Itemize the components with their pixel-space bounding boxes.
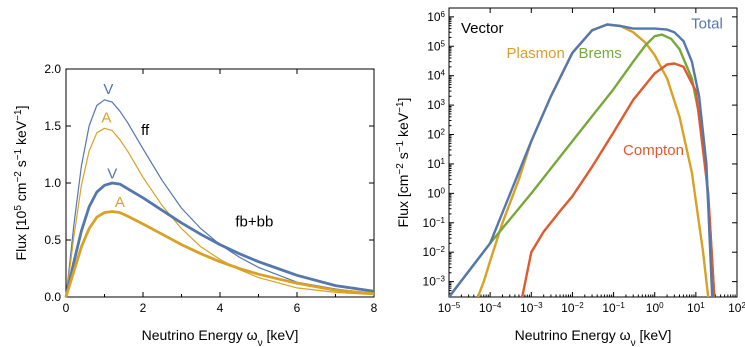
series-label-total: Total: [691, 16, 723, 33]
series-label: A: [101, 110, 111, 127]
series-line-plasmon: [476, 23, 710, 297]
y-tick-label: 100: [427, 186, 445, 201]
y-axis-title: Flux [105 cm−2 s−1 keV−1]: [13, 106, 30, 261]
y-tick-label: 10−3: [423, 274, 446, 289]
y-tick-label: 2.0: [44, 62, 61, 76]
series-label-compton: Compton: [623, 142, 684, 159]
annotation-fb-bb: fb+bb: [235, 213, 273, 230]
series-group: [449, 23, 716, 297]
x-tick-label: 6: [294, 301, 301, 315]
y-tick-label: 0.0: [44, 290, 61, 304]
right-plot-frame: [448, 7, 738, 298]
series-label-brems: Brems: [578, 45, 621, 62]
x-tick-label: 2: [140, 301, 147, 315]
x-tick-label: 10−2: [561, 301, 584, 316]
y-tick-label: 105: [427, 39, 445, 54]
series-line-a-ff: [65, 127, 375, 298]
x-tick-label: 10−5: [438, 301, 461, 316]
x-tick-label: 10−3: [520, 301, 543, 316]
y-tick-label: 0.5: [44, 233, 61, 247]
series-label: V: [103, 81, 113, 98]
chart-title-vector: Vector: [461, 20, 504, 37]
series-line-compton: [521, 62, 716, 297]
y-tick-label: 1.5: [44, 119, 61, 133]
y-tick-label: 10−1: [423, 215, 446, 230]
series-label: V: [107, 165, 117, 182]
y-tick-label: 103: [427, 98, 445, 113]
y-tick-label: 106: [427, 9, 445, 24]
series-line-brems: [449, 33, 716, 297]
y-tick-label: 104: [427, 68, 445, 83]
right-chart-panel: 10−5 10−4 10−3 10−2 10−1 100 101 102 10−3 10−2 10−…: [395, 7, 745, 347]
y-tick-label: 10−2: [423, 245, 446, 260]
left-chart-panel: 0 2 4 6 80.00.51.01.52.0VAVAfffb+bbNeutrino …: [13, 62, 378, 347]
series-label: A: [115, 194, 125, 211]
x-tick-label: 10−1: [602, 301, 625, 316]
annotation-ff: ff: [141, 122, 150, 139]
x-tick-label: 4: [217, 301, 224, 315]
y-tick-label: 1.0: [44, 176, 61, 190]
x-tick-label: 101: [687, 301, 705, 316]
x-tick-label: 10−4: [479, 301, 502, 316]
y-axis-title: Flux [cm−2 s−1 keV−1]: [395, 98, 412, 228]
x-axis-title: Neutrino Energy ων [keV]: [515, 327, 672, 347]
x-tick-label: 8: [371, 301, 378, 315]
x-tick-label: 102: [728, 301, 745, 316]
series-line-v-ff: [65, 99, 375, 298]
x-axis-title: Neutrino Energy ων [keV]: [142, 327, 299, 347]
series-label-plasmon: Plasmon: [507, 45, 565, 62]
series-line-a-fb-bb: [64, 210, 375, 298]
y-tick-label: 101: [427, 156, 445, 171]
y-tick-label: 102: [427, 127, 445, 142]
series-line-v-fb-bb: [64, 181, 375, 298]
x-tick-label: 100: [646, 301, 664, 316]
series-line-total: [449, 23, 714, 297]
x-tick-label: 0: [63, 301, 70, 315]
